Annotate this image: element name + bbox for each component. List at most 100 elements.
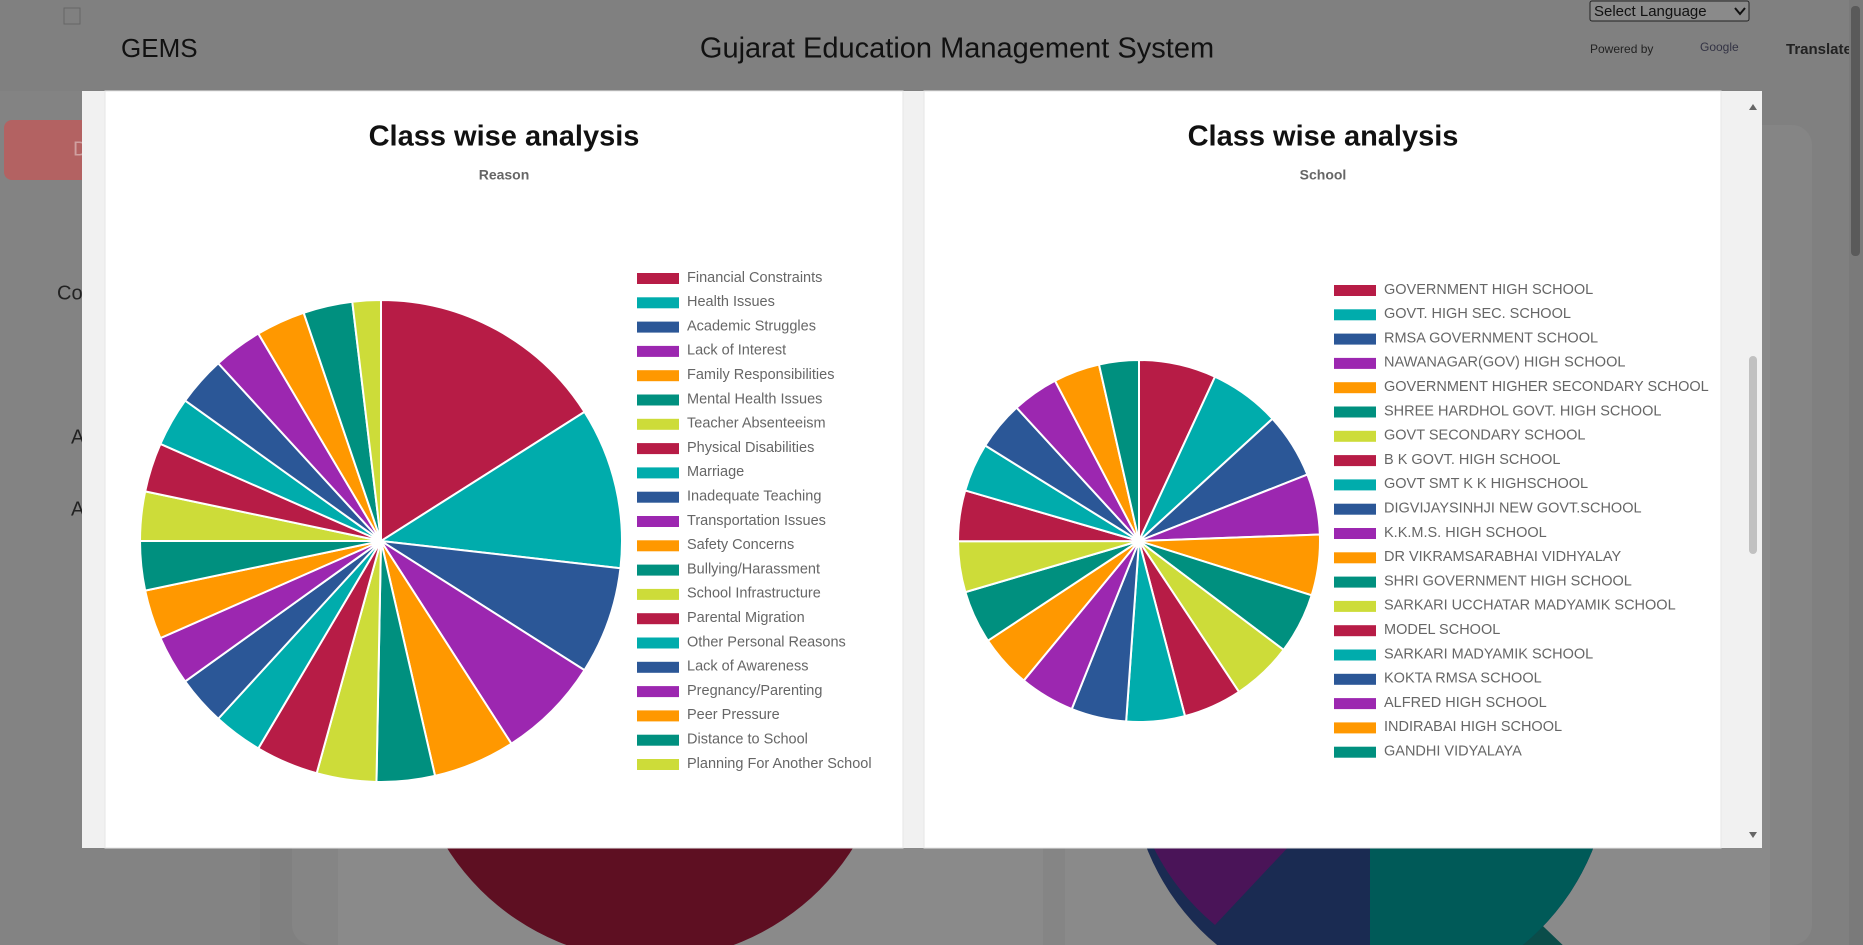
legend-swatch: [1334, 455, 1376, 467]
legend-label: Teacher Absenteeism: [687, 416, 826, 432]
legend-swatch: [637, 661, 679, 673]
legend-label: Bullying/Harassment: [687, 561, 820, 577]
legend-label: MODEL SCHOOL: [1384, 622, 1500, 638]
legend-swatch: [1334, 430, 1376, 442]
legend-swatch: [1334, 649, 1376, 661]
legend-swatch: [1334, 576, 1376, 588]
legend-swatch: [637, 516, 679, 527]
legend-label: SHREE HARDHOL GOVT. HIGH SCHOOL: [1384, 403, 1661, 419]
legend-swatch: [637, 540, 679, 552]
brand[interactable]: GEMS: [121, 33, 198, 63]
legend-label: Lack of Awareness: [687, 659, 808, 675]
scrollbar-thumb[interactable]: [1851, 6, 1860, 256]
legend-label: SARKARI MADYAMIK SCHOOL: [1384, 646, 1593, 662]
legend-swatch: [637, 273, 679, 284]
google-logo: Google: [1700, 40, 1739, 54]
legend-swatch: [1334, 625, 1376, 637]
legend-swatch: [637, 613, 679, 625]
pie-slice: [380, 540, 622, 672]
legend-swatch: [637, 588, 679, 600]
chart-subtitle: Reason: [479, 167, 530, 183]
legend-label: GOVT SMT K K HIGHSCHOOL: [1384, 476, 1588, 492]
chart-subtitle: School: [1300, 167, 1347, 183]
legend-swatch: [1334, 722, 1376, 734]
legend-swatch: [637, 637, 679, 649]
legend-label: KOKTA RMSA SCHOOL: [1384, 671, 1542, 687]
legend-swatch: [1334, 746, 1376, 758]
legend-swatch: [1334, 309, 1376, 321]
legend-swatch: [1334, 406, 1376, 418]
pie-slice: [380, 298, 586, 543]
legend-swatch: [637, 710, 679, 722]
legend-swatch: [637, 491, 679, 503]
bg-label: A: [71, 426, 85, 448]
legend-label: Distance to School: [687, 732, 808, 748]
language-select[interactable]: [1589, 0, 1750, 22]
legend-swatch: [637, 467, 679, 479]
legend-swatch: [1334, 698, 1376, 710]
bg-label: A: [71, 498, 85, 520]
legend-label: Parental Migration: [687, 610, 805, 626]
legend-label: Pregnancy/Parenting: [687, 683, 822, 699]
legend-swatch: [637, 443, 679, 455]
legend-label: INDIRABAI HIGH SCHOOL: [1384, 719, 1562, 735]
legend-swatch: [637, 297, 679, 309]
legend-label: Safety Concerns: [687, 537, 794, 553]
legend-swatch: [637, 418, 679, 430]
legend-label: GOVT. HIGH SEC. SCHOOL: [1384, 306, 1571, 322]
legend-label: Inadequate Teaching: [687, 489, 821, 505]
legend-swatch: [1334, 528, 1376, 539]
legend-label: ALFRED HIGH SCHOOL: [1384, 695, 1547, 711]
legend-swatch: [637, 564, 679, 576]
pie-slice: [1097, 358, 1140, 542]
logo-placeholder: [63, 7, 81, 25]
site-title: Gujarat Education Management System: [700, 33, 1214, 65]
language-select-label[interactable]: Select Language: [1594, 3, 1707, 20]
legend-swatch: [637, 370, 679, 382]
legend-label: School Infrastructure: [687, 586, 821, 602]
legend-swatch: [1334, 600, 1376, 612]
legend-label: GOVERNMENT HIGH SCHOOL: [1384, 282, 1593, 298]
pie-slice: [351, 298, 382, 542]
legend-label: Planning For Another School: [687, 756, 872, 772]
legend-label: RMSA GOVERNMENT SCHOOL: [1384, 330, 1598, 346]
legend-swatch: [637, 345, 679, 357]
powered-by: Powered by: [1590, 42, 1653, 56]
legend-label: K.K.M.S. HIGH SCHOOL: [1384, 525, 1547, 541]
charts: Class wise analysis Reason Financial Const…: [138, 121, 1709, 783]
legend-swatch: [637, 321, 679, 333]
pie-slice: [378, 410, 623, 570]
scroll-up[interactable]: [1749, 104, 1757, 110]
legend-label: Physical Disabilities: [687, 440, 814, 456]
legend-swatch: [637, 759, 679, 770]
bg-label: Co: [57, 282, 83, 304]
legend-swatch: [1334, 285, 1376, 296]
scroll-down[interactable]: [1749, 832, 1757, 838]
legend-swatch: [1334, 673, 1376, 685]
legend-label: Transportation Issues: [687, 513, 826, 529]
legend-label: NAWANAGAR(GOV) HIGH SCHOOL: [1384, 355, 1625, 371]
pie-slice: [380, 540, 586, 746]
translate-link[interactable]: Translate: [1786, 41, 1852, 58]
legend-swatch: [1334, 552, 1376, 564]
legend-label: GANDHI VIDYALAYA: [1384, 744, 1522, 760]
legend-label: Financial Constraints: [687, 270, 822, 286]
legend-label: Marriage: [687, 464, 744, 480]
legend-swatch: [637, 734, 679, 746]
legend-label: Peer Pressure: [687, 707, 780, 723]
legend-swatch: [637, 686, 679, 698]
legend-label: Health Issues: [687, 294, 775, 310]
modal-scrollbar-thumb[interactable]: [1749, 356, 1757, 554]
legend-label: GOVERNMENT HIGHER SECONDARY SCHOOL: [1384, 379, 1709, 395]
legend-swatch: [1334, 357, 1376, 369]
chart-title: Class wise analysis: [1188, 121, 1459, 153]
legend-label: SHRI GOVERNMENT HIGH SCHOOL: [1384, 573, 1632, 589]
legend-label: Other Personal Reasons: [687, 634, 846, 650]
legend-label: SARKARI UCCHATAR MADYAMIK SCHOOL: [1384, 598, 1676, 614]
legend-label: DIGVIJAYSINHJI NEW GOVT.SCHOOL: [1384, 501, 1642, 517]
legend-swatch: [1334, 479, 1376, 491]
select-arrow: [1734, 7, 1746, 16]
legend-label: Lack of Interest: [687, 343, 786, 359]
